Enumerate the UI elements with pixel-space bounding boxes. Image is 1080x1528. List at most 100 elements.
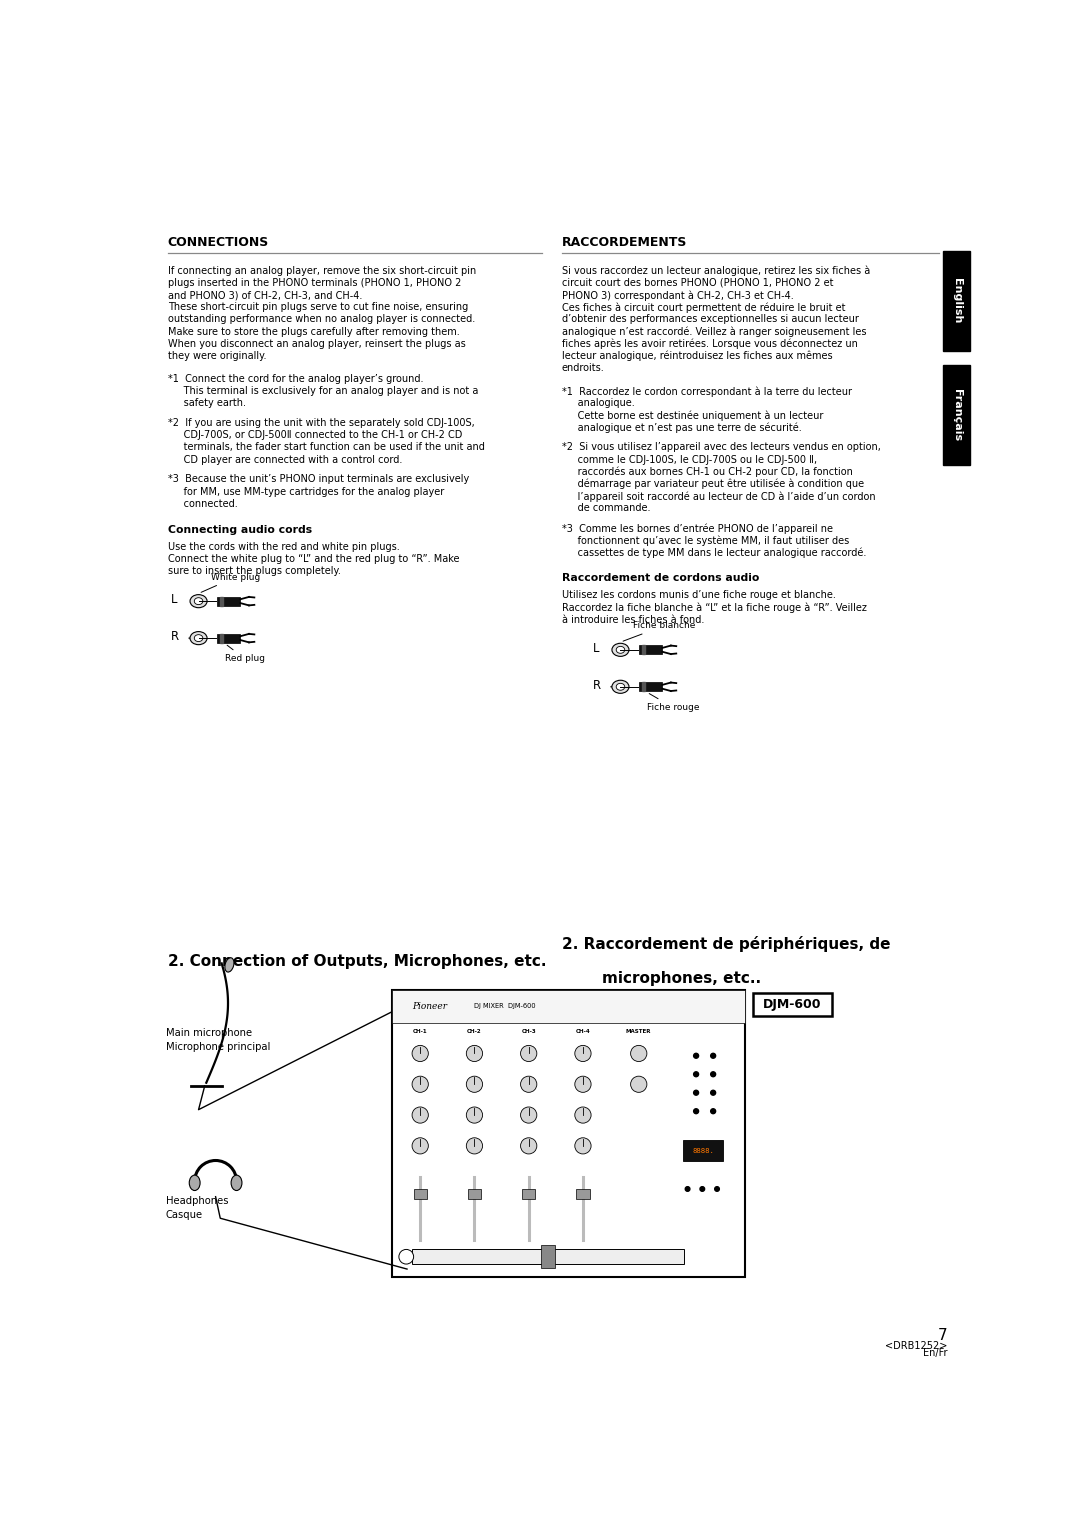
Ellipse shape (617, 646, 624, 654)
Bar (683, 1140, 724, 1161)
Text: *3  Comme les bornes d’entrée PHONO de l’appareil ne: *3 Comme les bornes d’entrée PHONO de l’… (562, 523, 833, 533)
Circle shape (521, 1045, 537, 1062)
Bar (639, 681, 662, 691)
Text: Fiche blanche: Fiche blanche (623, 622, 696, 642)
Text: l’appareil soit raccordé au lecteur de CD à l’aide d’un cordon: l’appareil soit raccordé au lecteur de C… (562, 490, 875, 501)
Text: Make sure to store the plugs carefully after removing them.: Make sure to store the plugs carefully a… (167, 327, 459, 336)
Circle shape (413, 1138, 429, 1154)
Circle shape (575, 1076, 591, 1093)
Text: analogique n’est raccordé. Veillez à ranger soigneusement les: analogique n’est raccordé. Veillez à ran… (562, 327, 866, 338)
Text: d’obtenir des performances exceptionnelles si aucun lecteur: d’obtenir des performances exceptionnell… (562, 315, 859, 324)
Text: L: L (593, 642, 599, 656)
Text: Cette borne est destinée uniquement à un lecteur: Cette borne est destinée uniquement à un… (562, 411, 823, 420)
Circle shape (711, 1071, 716, 1077)
Text: These short-circuit pin plugs serve to cut fine noise, ensuring: These short-circuit pin plugs serve to c… (167, 303, 468, 312)
Circle shape (575, 1138, 591, 1154)
Bar (522, 1189, 536, 1199)
Text: *3  Because the unit’s PHONO input terminals are exclusively: *3 Because the unit’s PHONO input termin… (167, 474, 469, 484)
Ellipse shape (612, 643, 629, 657)
Text: analogique.: analogique. (562, 399, 634, 408)
Circle shape (693, 1109, 699, 1114)
Text: Connecting audio cords: Connecting audio cords (167, 524, 312, 535)
Circle shape (521, 1076, 537, 1093)
Text: comme le CDJ-100S, le CDJ-700S ou le CDJ-500 Ⅱ,: comme le CDJ-100S, le CDJ-700S ou le CDJ… (562, 454, 816, 465)
Circle shape (693, 1071, 699, 1077)
Text: *1  Connect the cord for the analog player’s ground.: *1 Connect the cord for the analog playe… (167, 374, 423, 384)
Bar (468, 1189, 481, 1199)
Text: Pioneer: Pioneer (411, 1002, 447, 1012)
Circle shape (693, 1091, 699, 1096)
Text: MASTER: MASTER (626, 1028, 651, 1033)
Text: L: L (171, 593, 177, 607)
Text: cassettes de type MM dans le lecteur analogique raccordé.: cassettes de type MM dans le lecteur ana… (562, 547, 866, 558)
Circle shape (413, 1106, 429, 1123)
Bar (541, 1245, 555, 1268)
Text: lecteur analogique, réintroduisez les fiches aux mêmes: lecteur analogique, réintroduisez les fi… (562, 351, 833, 362)
Ellipse shape (617, 683, 624, 691)
Text: CH-3: CH-3 (522, 1028, 536, 1033)
Circle shape (413, 1076, 429, 1093)
Ellipse shape (190, 594, 207, 608)
Bar (414, 1189, 427, 1199)
Circle shape (693, 1053, 699, 1059)
Ellipse shape (189, 1175, 200, 1190)
Bar (217, 596, 241, 605)
Text: 7: 7 (937, 1328, 947, 1343)
Text: DJ MIXER  DJM-600: DJ MIXER DJM-600 (474, 1004, 536, 1010)
Text: fonctionnent qu’avec le système MM, il faut utiliser des: fonctionnent qu’avec le système MM, il f… (562, 535, 849, 545)
Text: à introduire les fiches à fond.: à introduire les fiches à fond. (562, 614, 704, 625)
Text: *2  If you are using the unit with the separately sold CDJ-100S,: *2 If you are using the unit with the se… (167, 419, 474, 428)
Text: En/Fr: En/Fr (922, 1348, 947, 1357)
Circle shape (575, 1106, 591, 1123)
Text: Main microphone
Microphone principal: Main microphone Microphone principal (166, 1028, 270, 1053)
Text: raccordés aux bornes CH-1 ou CH-2 pour CD, la fonction: raccordés aux bornes CH-1 ou CH-2 pour C… (562, 466, 852, 477)
Text: Fiche rouge: Fiche rouge (647, 694, 700, 712)
Text: 2. Raccordement de périphériques, de: 2. Raccordement de périphériques, de (562, 937, 890, 952)
Text: R: R (593, 678, 600, 692)
Text: Headphones
Casque: Headphones Casque (166, 1196, 229, 1221)
Bar (217, 634, 241, 643)
Ellipse shape (231, 1175, 242, 1190)
Text: circuit court des bornes PHONO (PHONO 1, PHONO 2 et: circuit court des bornes PHONO (PHONO 1,… (562, 278, 833, 287)
Text: CONNECTIONS: CONNECTIONS (167, 235, 269, 249)
Ellipse shape (194, 597, 203, 605)
Circle shape (711, 1109, 716, 1114)
Text: Raccordez la fiche blanche à “L” et la fiche rouge à “R”. Veillez: Raccordez la fiche blanche à “L” et la f… (562, 602, 866, 613)
Circle shape (685, 1187, 690, 1192)
Text: plugs inserted in the PHONO terminals (PHONO 1, PHONO 2: plugs inserted in the PHONO terminals (P… (167, 278, 461, 287)
Text: terminals, the fader start function can be used if the unit and: terminals, the fader start function can … (167, 443, 485, 452)
Circle shape (521, 1106, 537, 1123)
Text: safety earth.: safety earth. (167, 399, 245, 408)
Text: CH-4: CH-4 (576, 1028, 591, 1033)
Circle shape (631, 1076, 647, 1093)
Text: CH-1: CH-1 (413, 1028, 428, 1033)
Text: outstanding performance when no analog player is connected.: outstanding performance when no analog p… (167, 315, 475, 324)
Circle shape (467, 1045, 483, 1062)
Text: CH-2: CH-2 (468, 1028, 482, 1033)
Circle shape (631, 1045, 647, 1062)
Text: and PHONO 3) of CH-2, CH-3, and CH-4.: and PHONO 3) of CH-2, CH-3, and CH-4. (167, 290, 362, 299)
Circle shape (711, 1053, 716, 1059)
Text: DJM-600: DJM-600 (762, 998, 822, 1010)
Text: R: R (171, 630, 179, 643)
Text: Français: Français (951, 390, 961, 442)
Bar (643, 681, 645, 691)
Text: microphones, etc..: microphones, etc.. (602, 970, 761, 986)
Text: This terminal is exclusively for an analog player and is not a: This terminal is exclusively for an anal… (167, 387, 478, 396)
Text: Connect the white plug to “L” and the red plug to “R”. Make: Connect the white plug to “L” and the re… (167, 553, 459, 564)
Circle shape (467, 1138, 483, 1154)
Text: Si vous raccordez un lecteur analogique, retirez les six fiches à: Si vous raccordez un lecteur analogique,… (562, 266, 869, 277)
Text: de commande.: de commande. (562, 503, 650, 513)
Bar (392, 990, 745, 1022)
Bar (577, 1189, 590, 1199)
Text: When you disconnect an analog player, reinsert the plugs as: When you disconnect an analog player, re… (167, 339, 465, 348)
Circle shape (715, 1187, 719, 1192)
Bar (220, 634, 222, 643)
Bar (392, 990, 745, 1277)
Ellipse shape (225, 958, 234, 972)
Text: fiches après les avoir retirées. Lorsque vous déconnectez un: fiches après les avoir retirées. Lorsque… (562, 339, 858, 350)
Bar (413, 1248, 684, 1265)
Ellipse shape (190, 631, 207, 645)
Circle shape (700, 1187, 704, 1192)
Bar (220, 596, 222, 605)
